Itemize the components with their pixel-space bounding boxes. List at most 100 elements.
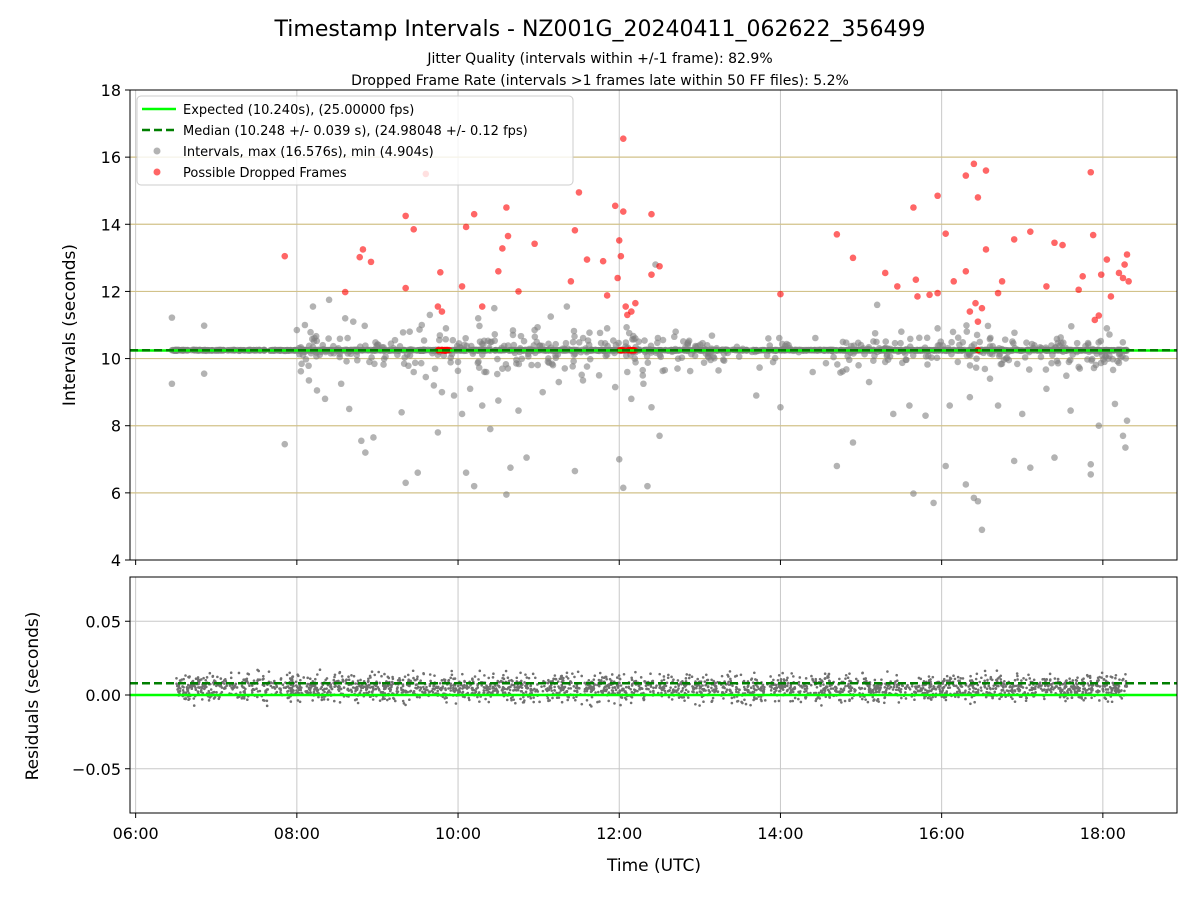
- residual-point: [1116, 687, 1120, 690]
- residual-point: [1011, 690, 1014, 694]
- interval-point: [486, 425, 494, 433]
- residual-point: [415, 695, 419, 699]
- residual-point: [207, 699, 211, 702]
- residual-point: [470, 686, 474, 690]
- interval-point: [293, 326, 301, 334]
- residual-point: [432, 684, 436, 688]
- residual-point: [401, 683, 405, 686]
- residual-point: [396, 686, 399, 689]
- residual-point: [371, 690, 374, 694]
- residual-point: [340, 675, 344, 678]
- dropped-frame-point: [437, 268, 444, 276]
- residual-point: [987, 684, 991, 688]
- dropped-frame-point: [1097, 271, 1105, 278]
- residual-point: [980, 676, 983, 680]
- interval-point: [628, 395, 635, 403]
- interval-point: [871, 329, 879, 337]
- residual-point: [425, 685, 428, 689]
- residual-point: [961, 677, 965, 680]
- dropped-frame-point: [648, 210, 655, 218]
- residual-point: [593, 674, 597, 677]
- residual-point: [710, 699, 714, 703]
- residual-point: [810, 674, 813, 678]
- residual-point: [381, 697, 384, 701]
- residual-point: [297, 691, 301, 695]
- interval-point: [1002, 355, 1010, 362]
- residual-point: [1066, 697, 1069, 700]
- dropped-frame-point: [926, 291, 933, 299]
- residual-point: [292, 689, 295, 692]
- residual-point: [313, 677, 317, 681]
- residual-point: [677, 687, 680, 690]
- residual-point: [471, 677, 474, 681]
- residual-point: [735, 674, 739, 678]
- residual-point: [592, 687, 595, 691]
- residual-point: [1039, 687, 1043, 690]
- residual-point: [450, 669, 454, 673]
- residual-point: [246, 698, 249, 701]
- residual-point: [264, 689, 267, 693]
- residual-point: [220, 690, 224, 694]
- interval-point: [603, 351, 611, 359]
- residual-point: [630, 678, 634, 682]
- residual-point: [624, 690, 627, 693]
- residual-point: [279, 688, 283, 692]
- interval-point: [343, 358, 350, 365]
- dropped-frame-point: [503, 204, 510, 211]
- residual-point: [957, 688, 961, 691]
- residual-point: [1050, 682, 1053, 686]
- residual-point: [644, 684, 648, 688]
- residual-point: [1023, 691, 1027, 694]
- residual-point: [907, 686, 911, 689]
- residual-point: [534, 690, 537, 693]
- interval-point: [897, 339, 904, 347]
- residual-point: [872, 684, 876, 687]
- top-ytick-label: 18: [101, 81, 121, 100]
- residual-point: [1082, 698, 1085, 702]
- residual-point: [218, 695, 221, 699]
- residual-point: [186, 687, 189, 691]
- interval-point: [678, 354, 686, 361]
- residual-point: [1109, 675, 1113, 678]
- residual-point: [954, 684, 958, 688]
- residual-point: [483, 674, 486, 677]
- residual-point: [781, 686, 784, 690]
- interval-point: [362, 342, 369, 349]
- residual-point: [619, 703, 622, 707]
- dropped-frame-point: [367, 258, 375, 266]
- residual-point: [359, 678, 362, 682]
- residual-point: [751, 681, 755, 684]
- residual-point: [684, 688, 688, 692]
- residual-point: [192, 697, 196, 700]
- residual-point: [828, 684, 832, 687]
- residual-point: [871, 695, 875, 699]
- top-ylabel: Intervals (seconds): [60, 244, 80, 406]
- dropped-frame-point: [950, 278, 958, 285]
- residual-point: [332, 678, 336, 682]
- residual-point: [547, 678, 550, 682]
- residual-point: [298, 683, 301, 687]
- residual-point: [724, 690, 728, 694]
- residual-point: [931, 695, 934, 699]
- top-ytick-label: 16: [101, 148, 121, 167]
- interval-point: [611, 383, 619, 391]
- residual-point: [295, 689, 298, 692]
- residual-point: [575, 689, 578, 693]
- interval-point: [1117, 354, 1124, 361]
- residual-point: [1028, 677, 1032, 680]
- interval-point: [309, 335, 316, 343]
- residual-point: [971, 686, 975, 689]
- residual-point: [450, 673, 454, 677]
- residual-point: [352, 674, 356, 678]
- residual-point: [799, 700, 803, 704]
- interval-point: [933, 354, 941, 362]
- residual-point: [415, 687, 419, 690]
- residual-point: [179, 687, 182, 690]
- residual-point: [289, 700, 293, 703]
- residual-point: [522, 695, 525, 699]
- residual-point: [634, 670, 637, 674]
- residual-point: [617, 674, 621, 677]
- interval-point: [1021, 354, 1029, 361]
- residual-point: [854, 689, 857, 692]
- dropped-frame-point: [994, 289, 1002, 297]
